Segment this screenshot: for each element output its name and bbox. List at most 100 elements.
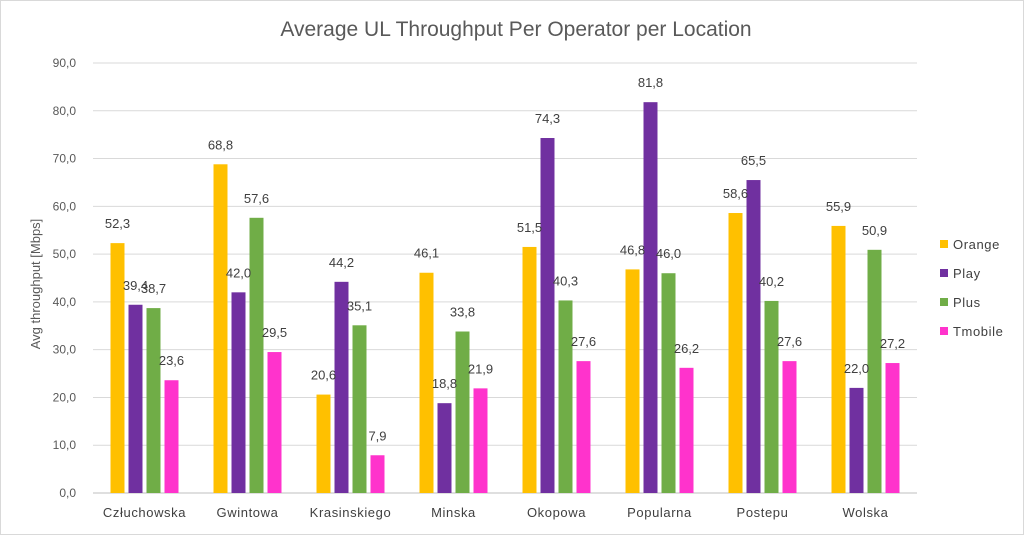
legend-label: Tmobile	[953, 324, 1003, 339]
x-category-label: Postepu	[737, 505, 789, 520]
data-label: 21,9	[468, 361, 493, 376]
bar-play	[643, 102, 658, 493]
y-axis-label: Avg throughput [Mbps]	[28, 219, 43, 350]
data-label: 46,1	[414, 246, 439, 261]
data-label: 39,4	[123, 278, 148, 293]
bar-play	[540, 138, 555, 493]
data-label: 46,8	[620, 242, 645, 257]
y-tick-label: 60,0	[53, 199, 77, 213]
legend-swatch	[940, 298, 948, 306]
bar-play	[128, 304, 143, 493]
bar-tmobile	[576, 361, 591, 493]
bar-orange	[213, 164, 228, 494]
data-label: 81,8	[638, 75, 663, 90]
x-category-label: Krasinskiego	[310, 505, 392, 520]
y-tick-label: 20,0	[53, 390, 77, 404]
data-label: 51,5	[517, 220, 542, 235]
data-label: 65,5	[741, 153, 766, 168]
x-category-label: Okopowa	[527, 505, 586, 520]
bar-play	[849, 387, 864, 493]
legend-item-play: Play	[940, 266, 981, 281]
chart-title: Average UL Throughput Per Operator per L…	[280, 18, 751, 41]
data-label: 23,6	[159, 353, 184, 368]
data-label: 57,6	[244, 191, 269, 206]
bar-plus	[455, 331, 470, 493]
x-category-label: Gwintowa	[217, 505, 279, 520]
x-axis-categories: Człuchowska Gwintowa Krasinskiego Minska Oko…	[103, 505, 889, 520]
bar-plus	[661, 273, 676, 493]
bar-play	[437, 403, 452, 493]
data-label: 22,0	[844, 361, 869, 376]
legend-item-tmobile: Tmobile	[940, 324, 1003, 339]
y-axis-ticks: 0,0 10,0 20,0 30,0 40,0 50,0 60,0 70,0 80,0 90,0	[53, 56, 77, 500]
bar-orange	[110, 243, 125, 493]
data-label: 40,3	[553, 273, 578, 288]
x-category-label: Człuchowska	[103, 505, 186, 520]
data-label: 58,6	[723, 186, 748, 201]
bar-plus	[352, 325, 367, 493]
y-tick-label: 10,0	[53, 438, 77, 452]
bar-orange	[522, 246, 537, 493]
bar-play	[334, 281, 349, 493]
data-label: 26,2	[674, 341, 699, 356]
data-label: 29,5	[262, 325, 287, 340]
bar-plus	[558, 300, 573, 493]
legend: Orange Play Plus Tmobile	[940, 237, 1003, 339]
legend-item-orange: Orange	[940, 237, 1000, 252]
bar-tmobile	[782, 361, 797, 493]
data-label: 27,6	[777, 334, 802, 349]
legend-swatch	[940, 240, 948, 248]
y-tick-label: 0,0	[59, 486, 76, 500]
data-label: 35,1	[347, 298, 372, 313]
bar-plus	[249, 217, 264, 494]
data-label: 68,8	[208, 137, 233, 152]
bars	[110, 102, 900, 494]
bar-plus	[764, 300, 779, 493]
bar-tmobile	[267, 352, 282, 493]
y-tick-label: 30,0	[53, 343, 77, 357]
bar-tmobile	[473, 388, 488, 493]
data-label: 44,2	[329, 255, 354, 270]
bar-plus	[146, 308, 161, 493]
y-tick-label: 50,0	[53, 247, 77, 261]
y-tick-label: 90,0	[53, 56, 77, 70]
legend-label: Orange	[953, 237, 1000, 252]
data-label: 38,7	[141, 281, 166, 296]
bar-play	[231, 292, 246, 493]
legend-swatch	[940, 269, 948, 277]
legend-label: Play	[953, 266, 981, 281]
bar-orange	[419, 272, 434, 493]
bar-tmobile	[370, 455, 385, 493]
legend-item-plus: Plus	[940, 295, 981, 310]
bar-orange	[625, 269, 640, 493]
gridlines	[93, 62, 917, 494]
x-category-label: Popularna	[627, 505, 692, 520]
data-labels: 52,3 39,438,7 23,6 68,8 42,0 57,6 29,5 20,6 44,2…	[105, 75, 905, 443]
x-category-label: Wolska	[843, 505, 889, 520]
y-tick-label: 40,0	[53, 295, 77, 309]
bar-plus	[867, 249, 882, 493]
y-tick-label: 70,0	[53, 152, 77, 166]
legend-swatch	[940, 327, 948, 335]
data-label: 20,6	[311, 368, 336, 383]
data-label: 33,8	[450, 305, 475, 320]
data-label: 27,2	[880, 336, 905, 351]
data-label: 52,3	[105, 216, 130, 231]
bar-tmobile	[679, 367, 694, 493]
data-label: 27,6	[571, 334, 596, 349]
legend-label: Plus	[953, 295, 981, 310]
data-label: 7,9	[368, 428, 386, 443]
data-label: 46,0	[656, 246, 681, 261]
bar-orange	[316, 394, 331, 493]
data-label: 50,9	[862, 223, 887, 238]
data-label: 55,9	[826, 199, 851, 214]
bar-orange	[831, 225, 846, 493]
data-label: 74,3	[535, 111, 560, 126]
bar-tmobile	[164, 380, 179, 493]
data-label: 18,8	[432, 376, 457, 391]
bar-play	[746, 180, 761, 494]
data-label: 42,0	[226, 265, 251, 280]
y-tick-label: 80,0	[53, 104, 77, 118]
bar-tmobile	[885, 363, 900, 493]
